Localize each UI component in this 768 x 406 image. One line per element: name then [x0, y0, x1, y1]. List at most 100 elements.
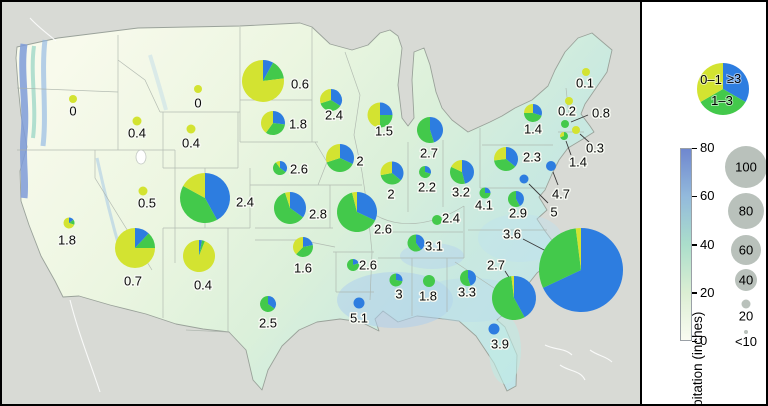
value-label-georgia: 3.3 — [458, 285, 476, 300]
value-label-oklahoma: 1.6 — [294, 261, 312, 276]
size-circle-80 — [728, 193, 764, 229]
pie-louisiana-slice-ge3 — [353, 297, 365, 309]
size-circle-<10 — [744, 330, 748, 334]
foreign-coastlines — [29, 17, 613, 393]
value-label-idaho: 0.4 — [128, 126, 146, 141]
pie-colorado-slice-1to3 — [179, 185, 218, 224]
size-label-100: 100 — [735, 160, 757, 175]
pie-iowa-slice-1to3 — [326, 158, 353, 172]
size-legend: 100 80 60 40 20 <10 — [725, 146, 766, 349]
colorbar-tick-label-80: 80 — [700, 140, 715, 155]
pie-north-carolina-slice-ge3 — [543, 227, 624, 312]
pie-indiana-slice-ge3 — [425, 166, 432, 174]
us-landmass — [15, 22, 613, 392]
value-label-pennsylvania: 2.3 — [523, 150, 541, 165]
colorbar-tick-label-40: 40 — [700, 236, 715, 252]
size-circle-20 — [741, 299, 751, 309]
value-label-massachusetts: 0.3 — [586, 141, 604, 156]
pie-indiana-slice-1to3 — [419, 166, 431, 178]
pie-arizona-slice-1to3 — [135, 233, 155, 248]
value-label-colorado: 2.4 — [236, 195, 254, 210]
colorbar-tick-0 — [692, 340, 697, 342]
pie-missouri-slice-0to1 — [352, 192, 357, 212]
pie-minnesota-slice-0to1 — [320, 89, 331, 104]
pie-florida-slice-ge3 — [488, 323, 500, 335]
pie-wyoming-slice-0to1 — [186, 124, 196, 134]
value-label-indiana: 2.2 — [418, 180, 436, 195]
pie-texas-slice-ge3 — [268, 296, 276, 309]
value-label-michigan: 2.7 — [420, 146, 438, 161]
pie-kansas-slice-0to1 — [285, 192, 290, 208]
pie-tennessee-slice-1to3 — [407, 234, 421, 252]
leader-line-maryland — [528, 183, 549, 204]
pie-north-carolina-slice-1to3 — [539, 228, 581, 288]
value-label-new-hampshire: 0.8 — [592, 106, 610, 121]
pie-colorado-slice-ge3 — [205, 173, 231, 220]
legend-pie-slice-0to1 — [696, 63, 723, 102]
value-label-new-jersey: 4.7 — [552, 187, 570, 202]
value-label-arkansas: 2.6 — [359, 258, 377, 273]
pie-nebraska-slice-0to1 — [275, 161, 280, 168]
pie-connecticut-slice-0to1 — [560, 132, 564, 138]
value-label-florida: 3.9 — [491, 337, 509, 352]
pie-south-dakota-slice-0to1 — [261, 111, 273, 133]
value-label-alabama: 1.8 — [419, 289, 437, 304]
pie-north-dakota-slice-1to3 — [263, 62, 284, 81]
legend-pie-slice-1to3 — [700, 89, 746, 116]
pie-virginia-slice-ge3 — [516, 191, 524, 207]
pie-georgia-slice-ge3 — [468, 270, 477, 286]
value-label-iowa: 2 — [356, 154, 363, 169]
size-circle-60 — [731, 235, 761, 265]
pie-kansas-slice-1to3 — [273, 192, 303, 225]
pie-california-slice-1to3 — [69, 219, 75, 225]
pie-maryland-slice-ge3 — [519, 174, 529, 184]
pie-pennsylvania-slice-ge3 — [506, 147, 519, 167]
colorbar-tick-40 — [692, 244, 697, 246]
colorbar-tick-label-20: 20 — [700, 284, 715, 300]
value-label-new-york: 1.4 — [524, 122, 542, 137]
pie-california-slice-ge3 — [69, 217, 74, 223]
value-label-vermont: 0.2 — [558, 104, 576, 119]
pie-arizona-slice-0to1 — [115, 228, 155, 268]
pie-colorado-slice-0to1 — [183, 173, 205, 198]
pie-missouri-slice-ge3 — [357, 191, 378, 221]
legend-pie-slice-ge3 — [723, 63, 750, 102]
pie-west-virginia-slice-ge3 — [485, 187, 491, 193]
value-label-kentucky: 2.4 — [442, 211, 460, 226]
pie-new-mexico-slice-1to3 — [199, 240, 205, 256]
pie-new-jersey-slice-ge3 — [546, 161, 556, 171]
pie-oklahoma-slice-ge3 — [303, 237, 313, 247]
leader-line-north-carolina — [522, 238, 547, 252]
state-value-labels: 0 0 0.4 0.4 0.5 1.8 0.7 0.4 2.4 0.6 1.8 2.6 2.8 1.6 2.… — [56, 74, 611, 353]
pie-ohio-slice-ge3 — [462, 160, 474, 184]
value-label-missouri: 2.6 — [374, 222, 392, 237]
pie-maine-slice-0to1 — [582, 68, 590, 76]
pie-north-dakota-slice-ge3 — [263, 60, 274, 81]
colorbar-tick-60 — [692, 195, 697, 198]
value-label-illinois: 2 — [387, 187, 394, 202]
pie-new-york-slice-ge3 — [533, 104, 543, 116]
pie-minnesota-slice-1to3 — [320, 100, 341, 111]
northwest-precip-bands — [19, 39, 168, 251]
value-label-minnesota: 2.4 — [325, 108, 343, 123]
pie-mississippi-slice-1to3 — [389, 273, 403, 287]
pie-north-dakota-slice-0to1 — [241, 60, 284, 102]
pie-arizona-slice-ge3 — [135, 228, 149, 248]
us-map: 0 0 0.4 0.4 0.5 1.8 0.7 0.4 2.4 0.6 1.8 2.6 2.8 1.6 2.… — [2, 2, 640, 404]
leader-line-new-hampshire — [570, 114, 589, 123]
pie-idaho-slice-0to1 — [132, 116, 142, 126]
value-label-maine: 0.1 — [576, 76, 594, 91]
size-label-40: 40 — [739, 273, 753, 288]
pie-vermont-slice-0to1 — [565, 97, 573, 105]
value-label-nevada: 0.5 — [138, 196, 156, 211]
pie-ohio-slice-1to3 — [449, 166, 465, 184]
colorbar-tick-label-60: 60 — [700, 188, 715, 204]
value-label-west-virginia: 4.1 — [475, 198, 493, 213]
value-label-mississippi: 3 — [395, 287, 402, 302]
value-label-connecticut: 1.4 — [569, 155, 587, 170]
value-label-kansas: 2.8 — [309, 207, 327, 222]
value-label-north-dakota: 0.6 — [291, 77, 309, 92]
pie-texas-slice-1to3 — [259, 296, 275, 312]
value-label-virginia: 2.9 — [509, 206, 527, 221]
pie-kentucky-slice-1to3 — [432, 215, 442, 225]
